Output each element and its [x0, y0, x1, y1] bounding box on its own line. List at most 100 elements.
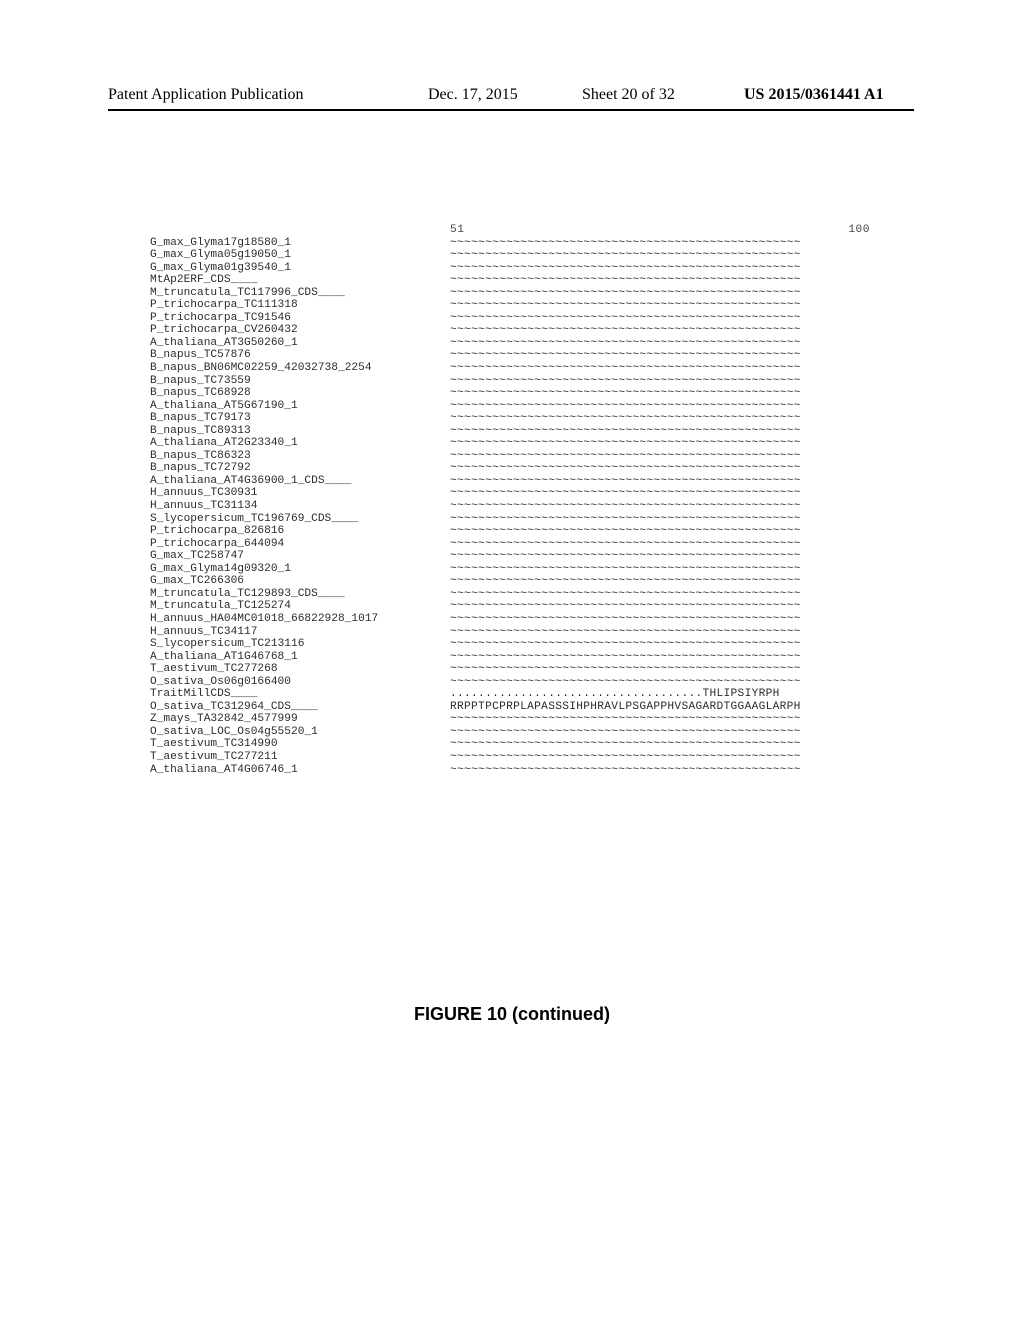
- sequence-data: ~~~~~~~~~~~~~~~~~~~~~~~~~~~~~~~~~~~~~~~~…: [450, 425, 870, 438]
- sequence-label: A_thaliana_AT4G06746_1: [150, 764, 450, 777]
- ruler-spacer: [150, 224, 450, 237]
- alignment-row: A_thaliana_AT3G50260_1~~~~~~~~~~~~~~~~~~…: [150, 337, 870, 350]
- sequence-data: ~~~~~~~~~~~~~~~~~~~~~~~~~~~~~~~~~~~~~~~~…: [450, 312, 870, 325]
- sequence-data: ~~~~~~~~~~~~~~~~~~~~~~~~~~~~~~~~~~~~~~~~…: [450, 362, 870, 375]
- sequence-data: ....................................THLI…: [450, 688, 870, 701]
- sequence-label: P_trichocarpa_TC111318: [150, 299, 450, 312]
- alignment-row: O_sativa_LOC_Os04g55520_1~~~~~~~~~~~~~~~…: [150, 726, 870, 739]
- sequence-label: M_truncatula_TC117996_CDS____: [150, 287, 450, 300]
- publication-date: Dec. 17, 2015: [428, 86, 518, 104]
- sequence-label: H_annuus_TC34117: [150, 626, 450, 639]
- sequence-data: ~~~~~~~~~~~~~~~~~~~~~~~~~~~~~~~~~~~~~~~~…: [450, 487, 870, 500]
- sequence-data: ~~~~~~~~~~~~~~~~~~~~~~~~~~~~~~~~~~~~~~~~…: [450, 751, 870, 764]
- sequence-label: A_thaliana_AT1G46768_1: [150, 651, 450, 664]
- sequence-label: P_trichocarpa_TC91546: [150, 312, 450, 325]
- sequence-data: ~~~~~~~~~~~~~~~~~~~~~~~~~~~~~~~~~~~~~~~~…: [450, 337, 870, 350]
- sequence-data: ~~~~~~~~~~~~~~~~~~~~~~~~~~~~~~~~~~~~~~~~…: [450, 600, 870, 613]
- publication-label: Patent Application Publication: [108, 86, 304, 104]
- header-rule: [108, 109, 914, 111]
- alignment-row: Z_mays_TA32842_4577999~~~~~~~~~~~~~~~~~~…: [150, 713, 870, 726]
- alignment-row: P_trichocarpa_826816~~~~~~~~~~~~~~~~~~~~…: [150, 525, 870, 538]
- alignment-row: A_thaliana_AT4G36900_1_CDS____~~~~~~~~~~…: [150, 475, 870, 488]
- sequence-label: B_napus_TC79173: [150, 412, 450, 425]
- alignment-row: P_trichocarpa_TC111318~~~~~~~~~~~~~~~~~~…: [150, 299, 870, 312]
- alignment-row: B_napus_TC57876~~~~~~~~~~~~~~~~~~~~~~~~~…: [150, 349, 870, 362]
- sequence-alignment: 51 100 G_max_Glyma17g18580_1~~~~~~~~~~~~…: [150, 224, 870, 776]
- sequence-data: ~~~~~~~~~~~~~~~~~~~~~~~~~~~~~~~~~~~~~~~~…: [450, 663, 870, 676]
- alignment-row: G_max_Glyma14g09320_1~~~~~~~~~~~~~~~~~~~…: [150, 563, 870, 576]
- sequence-label: G_max_TC258747: [150, 550, 450, 563]
- alignment-row: T_aestivum_TC277211~~~~~~~~~~~~~~~~~~~~~…: [150, 751, 870, 764]
- sequence-data: ~~~~~~~~~~~~~~~~~~~~~~~~~~~~~~~~~~~~~~~~…: [450, 638, 870, 651]
- sequence-label: B_napus_TC68928: [150, 387, 450, 400]
- sequence-label: A_thaliana_AT3G50260_1: [150, 337, 450, 350]
- alignment-row: TraitMillCDS____........................…: [150, 688, 870, 701]
- alignment-row: B_napus_TC68928~~~~~~~~~~~~~~~~~~~~~~~~~…: [150, 387, 870, 400]
- sequence-label: B_napus_TC73559: [150, 375, 450, 388]
- alignment-row: B_napus_BN06MC02259_42032738_2254~~~~~~~…: [150, 362, 870, 375]
- sequence-label: TraitMillCDS____: [150, 688, 450, 701]
- sequence-data: ~~~~~~~~~~~~~~~~~~~~~~~~~~~~~~~~~~~~~~~~…: [450, 563, 870, 576]
- sequence-data: ~~~~~~~~~~~~~~~~~~~~~~~~~~~~~~~~~~~~~~~~…: [450, 450, 870, 463]
- page: Patent Application Publication Dec. 17, …: [0, 0, 1024, 1320]
- sequence-label: H_annuus_TC30931: [150, 487, 450, 500]
- sequence-label: G_max_Glyma01g39540_1: [150, 262, 450, 275]
- sequence-data: ~~~~~~~~~~~~~~~~~~~~~~~~~~~~~~~~~~~~~~~~…: [450, 299, 870, 312]
- alignment-row: A_thaliana_AT1G46768_1~~~~~~~~~~~~~~~~~~…: [150, 651, 870, 664]
- alignment-row: G_max_Glyma05g19050_1~~~~~~~~~~~~~~~~~~~…: [150, 249, 870, 262]
- sequence-label: T_aestivum_TC277211: [150, 751, 450, 764]
- alignment-row: H_annuus_TC30931~~~~~~~~~~~~~~~~~~~~~~~~…: [150, 487, 870, 500]
- sequence-label: M_truncatula_TC125274: [150, 600, 450, 613]
- sequence-data: ~~~~~~~~~~~~~~~~~~~~~~~~~~~~~~~~~~~~~~~~…: [450, 764, 870, 777]
- sequence-data: ~~~~~~~~~~~~~~~~~~~~~~~~~~~~~~~~~~~~~~~~…: [450, 237, 870, 250]
- alignment-row: B_napus_TC86323~~~~~~~~~~~~~~~~~~~~~~~~~…: [150, 450, 870, 463]
- alignment-row: H_annuus_TC31134~~~~~~~~~~~~~~~~~~~~~~~~…: [150, 500, 870, 513]
- sequence-data: ~~~~~~~~~~~~~~~~~~~~~~~~~~~~~~~~~~~~~~~~…: [450, 349, 870, 362]
- alignment-row: S_lycopersicum_TC213116~~~~~~~~~~~~~~~~~…: [150, 638, 870, 651]
- sequence-data: ~~~~~~~~~~~~~~~~~~~~~~~~~~~~~~~~~~~~~~~~…: [450, 475, 870, 488]
- alignment-row: A_thaliana_AT2G23340_1~~~~~~~~~~~~~~~~~~…: [150, 437, 870, 450]
- sequence-label: T_aestivum_TC314990: [150, 738, 450, 751]
- alignment-row: O_sativa_Os06g0166400~~~~~~~~~~~~~~~~~~~…: [150, 676, 870, 689]
- sequence-label: O_sativa_TC312964_CDS____: [150, 701, 450, 714]
- sequence-data: RRPPTPCPRPLAPASSSIHPHRAVLPSGAPPHVSAGARDT…: [450, 701, 870, 714]
- sequence-data: ~~~~~~~~~~~~~~~~~~~~~~~~~~~~~~~~~~~~~~~~…: [450, 651, 870, 664]
- sequence-data: ~~~~~~~~~~~~~~~~~~~~~~~~~~~~~~~~~~~~~~~~…: [450, 324, 870, 337]
- alignment-row: M_truncatula_TC117996_CDS____~~~~~~~~~~~…: [150, 287, 870, 300]
- sequence-data: ~~~~~~~~~~~~~~~~~~~~~~~~~~~~~~~~~~~~~~~~…: [450, 375, 870, 388]
- sequence-data: ~~~~~~~~~~~~~~~~~~~~~~~~~~~~~~~~~~~~~~~~…: [450, 274, 870, 287]
- sequence-data: ~~~~~~~~~~~~~~~~~~~~~~~~~~~~~~~~~~~~~~~~…: [450, 437, 870, 450]
- sequence-data: ~~~~~~~~~~~~~~~~~~~~~~~~~~~~~~~~~~~~~~~~…: [450, 513, 870, 526]
- sequence-data: ~~~~~~~~~~~~~~~~~~~~~~~~~~~~~~~~~~~~~~~~…: [450, 626, 870, 639]
- alignment-row: G_max_Glyma17g18580_1~~~~~~~~~~~~~~~~~~~…: [150, 237, 870, 250]
- ruler-start: 51: [450, 224, 464, 237]
- alignment-row: G_max_TC266306~~~~~~~~~~~~~~~~~~~~~~~~~~…: [150, 575, 870, 588]
- sequence-label: H_annuus_TC31134: [150, 500, 450, 513]
- alignment-row: B_napus_TC73559~~~~~~~~~~~~~~~~~~~~~~~~~…: [150, 375, 870, 388]
- alignment-row: M_truncatula_TC129893_CDS____~~~~~~~~~~~…: [150, 588, 870, 601]
- sequence-label: S_lycopersicum_TC213116: [150, 638, 450, 651]
- sheet-info: Sheet 20 of 32: [582, 86, 675, 104]
- alignment-row: P_trichocarpa_644094~~~~~~~~~~~~~~~~~~~~…: [150, 538, 870, 551]
- sequence-label: O_sativa_Os06g0166400: [150, 676, 450, 689]
- sequence-label: O_sativa_LOC_Os04g55520_1: [150, 726, 450, 739]
- sequence-data: ~~~~~~~~~~~~~~~~~~~~~~~~~~~~~~~~~~~~~~~~…: [450, 588, 870, 601]
- sequence-label: B_napus_BN06MC02259_42032738_2254: [150, 362, 450, 375]
- sequence-label: H_annuus_HA04MC01018_66822928_1017: [150, 613, 450, 626]
- sequence-label: B_napus_TC86323: [150, 450, 450, 463]
- sequence-data: ~~~~~~~~~~~~~~~~~~~~~~~~~~~~~~~~~~~~~~~~…: [450, 726, 870, 739]
- publication-number: US 2015/0361441 A1: [744, 86, 884, 104]
- sequence-data: ~~~~~~~~~~~~~~~~~~~~~~~~~~~~~~~~~~~~~~~~…: [450, 400, 870, 413]
- sequence-label: T_aestivum_TC277268: [150, 663, 450, 676]
- sequence-data: ~~~~~~~~~~~~~~~~~~~~~~~~~~~~~~~~~~~~~~~~…: [450, 676, 870, 689]
- alignment-row: MtAp2ERF_CDS____~~~~~~~~~~~~~~~~~~~~~~~~…: [150, 274, 870, 287]
- alignment-row: A_thaliana_AT4G06746_1~~~~~~~~~~~~~~~~~~…: [150, 764, 870, 777]
- sequence-data: ~~~~~~~~~~~~~~~~~~~~~~~~~~~~~~~~~~~~~~~~…: [450, 550, 870, 563]
- alignment-row: B_napus_TC79173~~~~~~~~~~~~~~~~~~~~~~~~~…: [150, 412, 870, 425]
- alignment-rows: G_max_Glyma17g18580_1~~~~~~~~~~~~~~~~~~~…: [150, 237, 870, 777]
- sequence-label: P_trichocarpa_826816: [150, 525, 450, 538]
- sequence-label: A_thaliana_AT4G36900_1_CDS____: [150, 475, 450, 488]
- sequence-label: B_napus_TC72792: [150, 462, 450, 475]
- sequence-label: B_napus_TC89313: [150, 425, 450, 438]
- sequence-label: P_trichocarpa_644094: [150, 538, 450, 551]
